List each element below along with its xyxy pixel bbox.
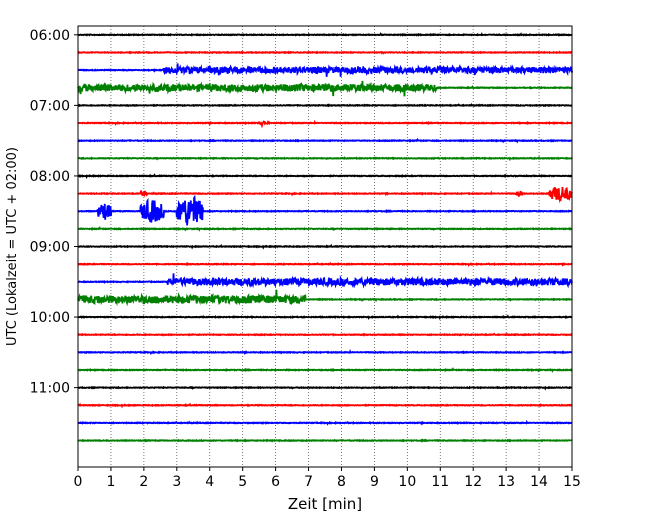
trace-0930 [77, 273, 573, 289]
x-tick-label: 1 [106, 474, 115, 490]
x-tick-label: 8 [337, 474, 346, 490]
y-axis-ticks: 06:00 07:00 08:00 09:00 10:00 11:00 [30, 28, 78, 397]
trace-0645 [77, 80, 573, 97]
trace-0700 [77, 103, 573, 108]
trace-1115 [77, 402, 573, 409]
x-tick-label: 11 [431, 474, 449, 490]
x-axis-label: Zeit [min] [288, 495, 362, 513]
y-tick-label: 06:00 [30, 28, 70, 44]
y-tick-label: 10:00 [30, 310, 70, 326]
trace-1130 [77, 419, 573, 426]
trace-0830 [77, 194, 573, 226]
trace-0715 [77, 119, 573, 129]
trace-1100 [77, 385, 573, 391]
trace-0800 [77, 173, 573, 180]
trace-0900 [77, 243, 573, 250]
trace-0630 [77, 63, 573, 77]
trace-0815 [77, 186, 573, 204]
trace-1145 [77, 438, 573, 443]
x-tick-label: 3 [172, 474, 181, 490]
trace-0915 [77, 261, 573, 268]
x-tick-label: 9 [370, 474, 379, 490]
trace-0730 [77, 137, 573, 144]
x-tick-label: 7 [304, 474, 313, 490]
x-tick-label: 5 [238, 474, 247, 490]
x-tick-label: 10 [398, 474, 416, 490]
trace-0615 [77, 50, 573, 55]
x-tick-label: 12 [464, 474, 482, 490]
trace-0745 [77, 155, 573, 162]
trace-0945 [77, 289, 573, 307]
seismic-traces [77, 32, 573, 443]
trace-1015 [77, 332, 573, 337]
trace-1045 [77, 367, 573, 373]
trace-1000 [77, 314, 573, 321]
y-tick-label: 11:00 [30, 381, 70, 397]
x-tick-label: 14 [530, 474, 548, 490]
y-tick-label: 07:00 [30, 98, 70, 114]
x-tick-label: 4 [205, 474, 214, 490]
x-tick-label: 13 [497, 474, 515, 490]
x-tick-label: 2 [139, 474, 148, 490]
trace-0600 [77, 32, 573, 37]
trace-0845 [77, 225, 573, 232]
trace-1030 [77, 349, 573, 356]
y-axis-label: UTC (Lokalzeit = UTC + 02:00) [5, 147, 20, 346]
x-tick-label: 15 [563, 474, 581, 490]
x-axis-ticks: 0 1 2 3 4 5 6 7 8 9 10 11 12 13 14 15 [74, 467, 581, 490]
x-tick-label: 6 [271, 474, 280, 490]
y-tick-label: 08:00 [30, 169, 70, 185]
x-tick-label: 0 [74, 474, 83, 490]
y-tick-label: 09:00 [30, 240, 70, 256]
